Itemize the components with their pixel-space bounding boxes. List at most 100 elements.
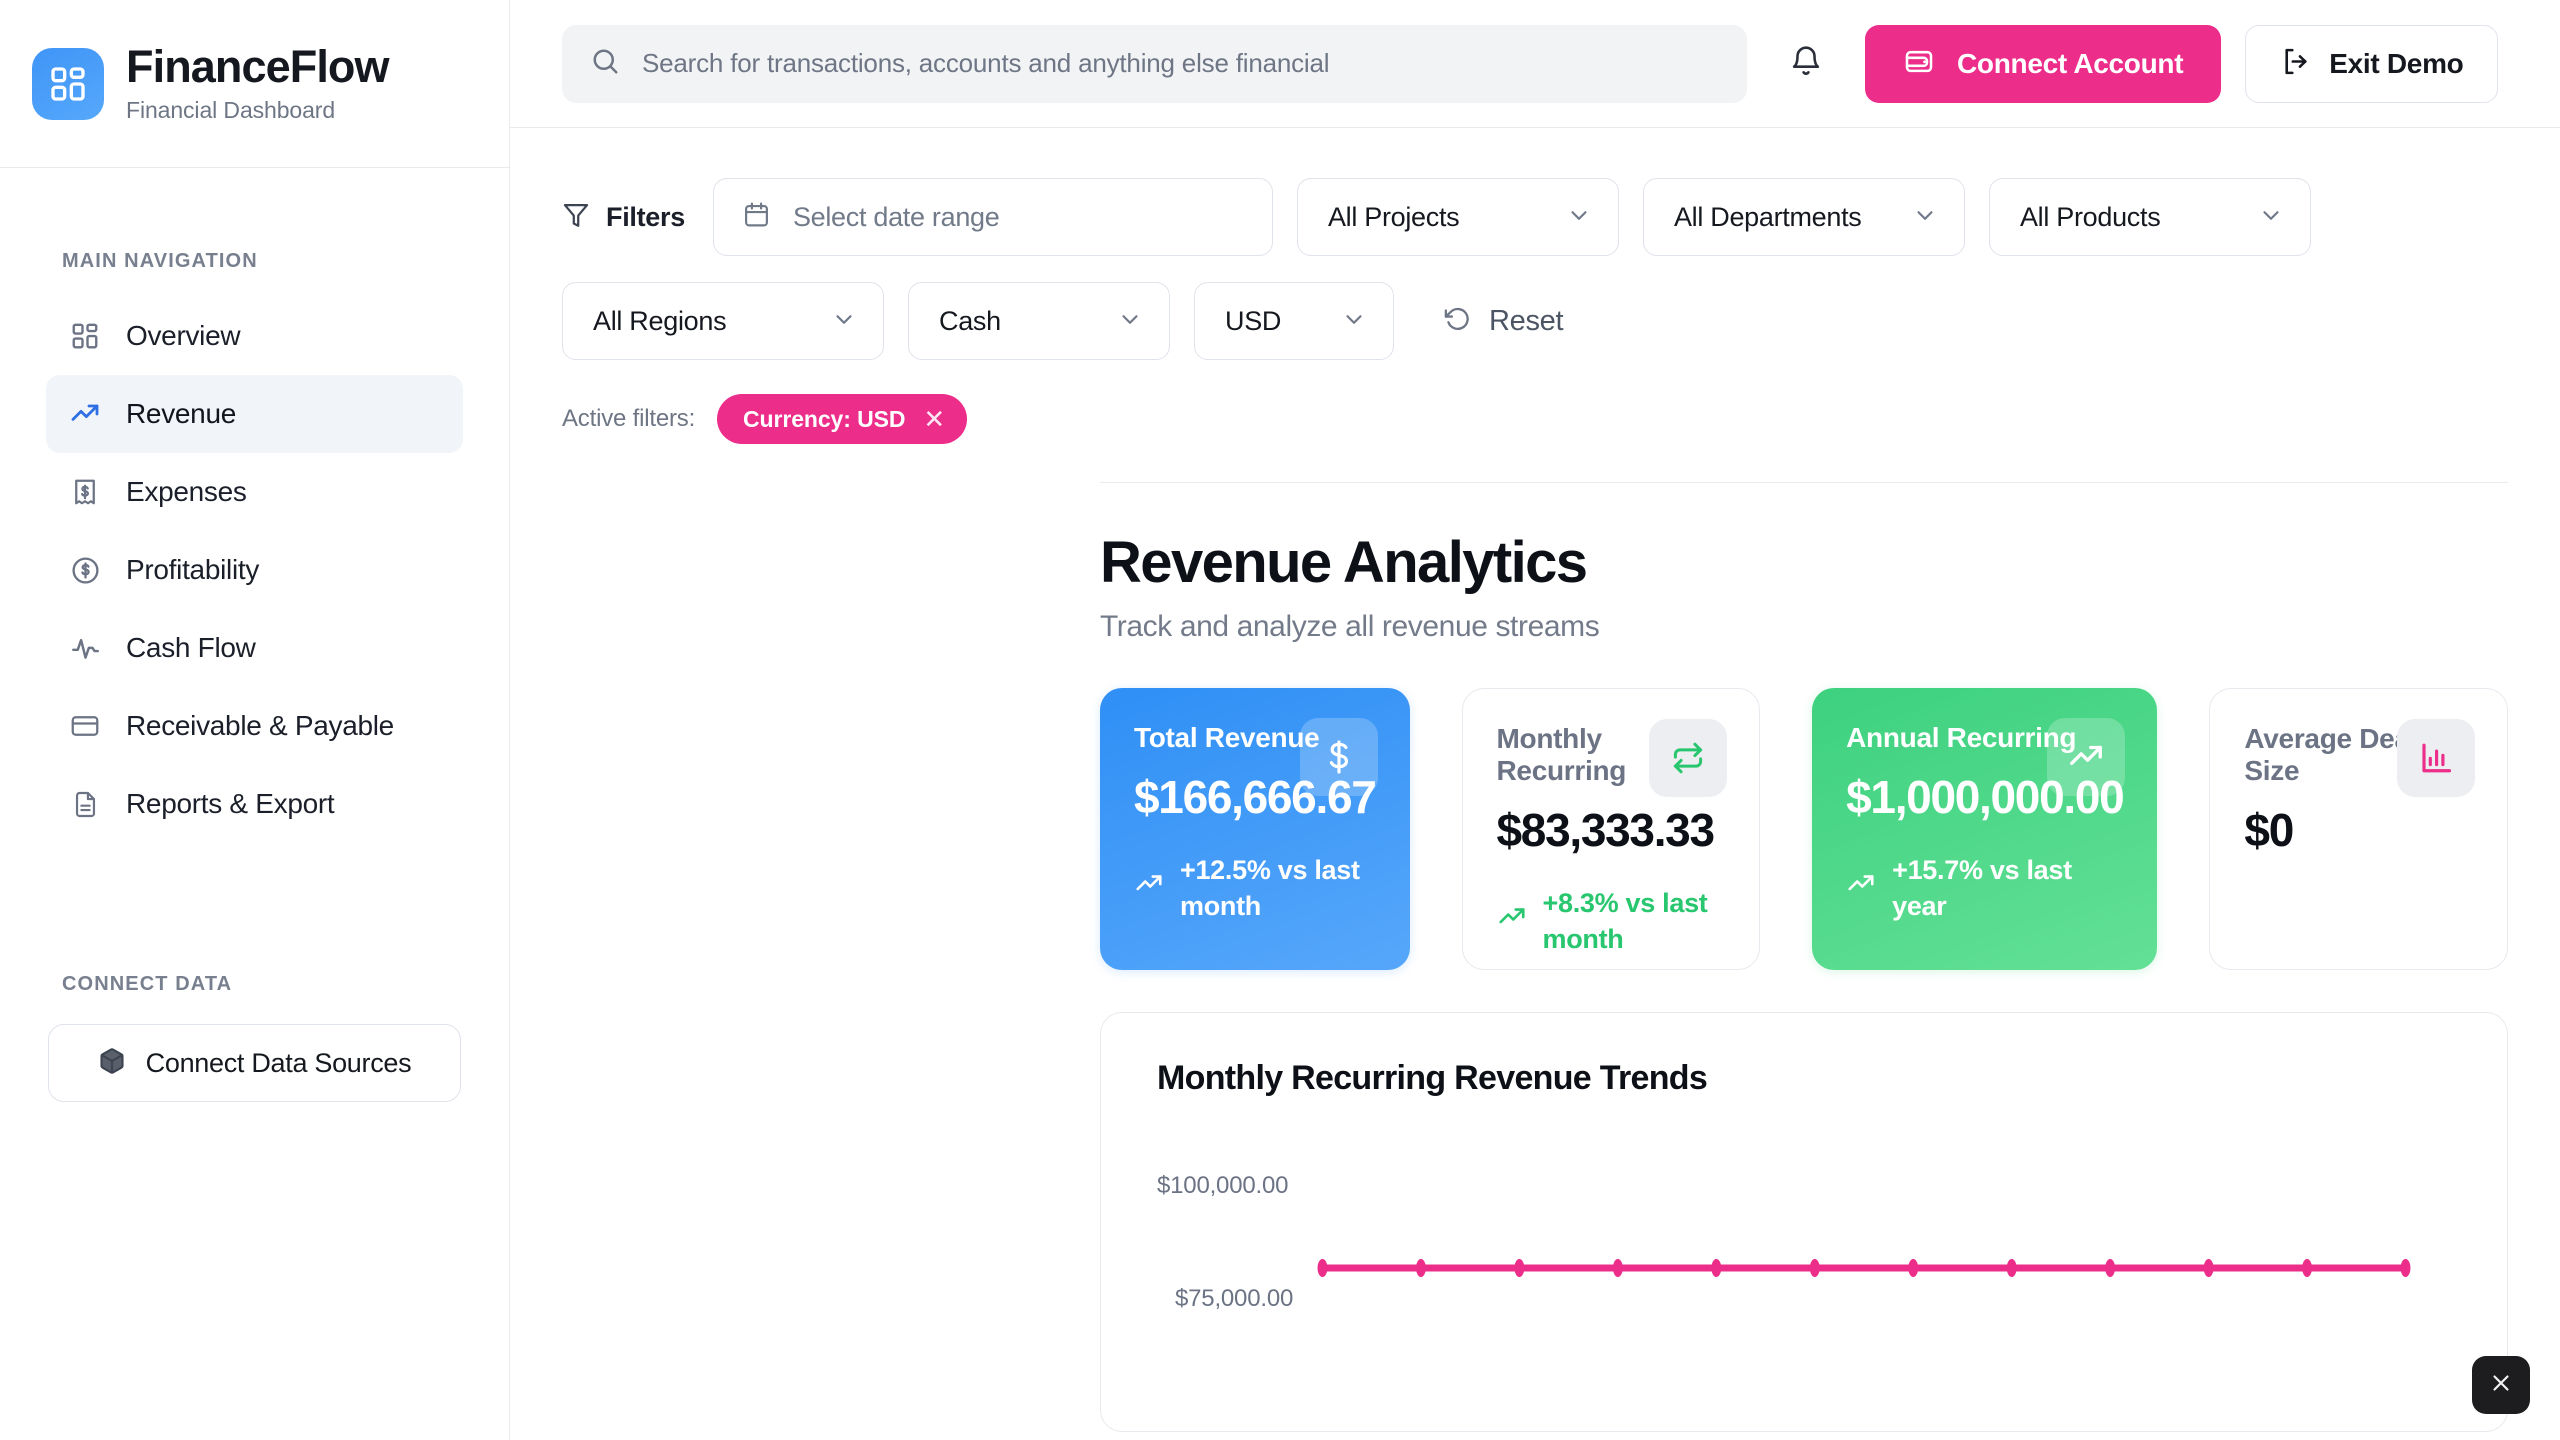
page-title: Revenue Analytics (1100, 530, 1588, 595)
connect-data-sources-label: Connect Data Sources (145, 1047, 412, 1078)
chevron-down-icon (1117, 306, 1143, 337)
sidebar-item-expenses[interactable]: Expenses (46, 453, 463, 531)
grid-icon (68, 319, 102, 353)
trending-up-icon (1846, 869, 1876, 908)
regions-select[interactable]: All Regions (562, 282, 884, 360)
chart-data-point[interactable] (2203, 1259, 2214, 1277)
notifications-button[interactable] (1769, 27, 1843, 101)
currency-select[interactable]: USD (1194, 282, 1394, 360)
search-input[interactable]: Search for transactions, accounts and an… (562, 24, 1747, 103)
kpi-card-monthly-recurring[interactable]: Monthly Recurring $83,333.33 +8.3% vs la… (1461, 688, 1761, 970)
kpi-card-annual-recurring[interactable]: Annual Recurring $1,000,000.00 +15.7% vs… (1812, 688, 2158, 970)
kpi-value: $166,666.67 (1134, 771, 1377, 823)
sidebar: FinanceFlow Financial Dashboard MAIN NAV… (0, 0, 510, 1440)
sidebar-item-cash-flow[interactable]: Cash Flow (46, 609, 463, 687)
kpi-card-average-deal-size[interactable]: Average Deal Size $0 (2209, 688, 2509, 970)
section-divider (1100, 482, 2508, 483)
close-overlay-button[interactable] (2472, 1356, 2530, 1414)
topbar: Search for transactions, accounts and an… (510, 0, 2560, 128)
y-axis-tick-label: $75,000.00 (1175, 1285, 1294, 1312)
reset-filters-button[interactable]: Reset (1430, 291, 1575, 351)
repeat-icon (1649, 719, 1728, 797)
basis-select-value: Cash (939, 305, 1001, 336)
filter-row-1: Filters Select date range All Projects (562, 178, 2508, 256)
filters-label: Filters (606, 201, 685, 232)
search-placeholder: Search for transactions, accounts and an… (642, 48, 1330, 78)
currency-select-value: USD (1225, 305, 1282, 336)
chart-card-mrr-trends: Monthly Recurring Revenue Trends $100,00… (1100, 1012, 2508, 1432)
chart-data-point[interactable] (2400, 1259, 2411, 1277)
kpi-card-row: Total Revenue $166,666.67 +12.5% vs last… (510, 644, 2560, 970)
wallet-icon (1903, 45, 1935, 82)
sidebar-item-reports-export[interactable]: Reports & Export (46, 765, 463, 843)
connect-account-button[interactable]: Connect Account (1865, 24, 2222, 103)
chart-data-point[interactable] (1416, 1259, 1426, 1277)
kpi-value: $1,000,000.00 (1846, 771, 2125, 823)
sidebar-item-overview[interactable]: Overview (46, 297, 463, 375)
kpi-delta: +8.3% vs last month (1497, 885, 1726, 958)
page-header: Revenue Analytics Track and analyze all … (510, 483, 2560, 644)
sidebar-item-label: Expenses (126, 476, 247, 507)
filters-toggle[interactable]: Filters (562, 201, 685, 234)
chart-data-point[interactable] (1514, 1259, 1525, 1277)
chart-data-point[interactable] (1711, 1259, 1722, 1277)
chevron-down-icon (831, 306, 857, 337)
chart-data-point[interactable] (2302, 1259, 2312, 1277)
regions-select-value: All Regions (593, 305, 727, 336)
sidebar-item-receivable-payable[interactable]: Receivable & Payable (46, 687, 463, 765)
sidebar-item-revenue[interactable]: Revenue (46, 375, 463, 453)
date-range-input[interactable]: Select date range (712, 178, 1273, 256)
bar-chart-icon (2397, 719, 2476, 797)
projects-select[interactable]: All Projects (1296, 178, 1619, 256)
products-select[interactable]: All Products (1988, 178, 2311, 256)
chart-data-point[interactable] (1908, 1259, 1919, 1277)
kpi-value: $83,333.33 (1496, 804, 1716, 856)
active-filters-label: Active filters: (562, 405, 696, 432)
departments-select-value: All Departments (1673, 201, 1862, 232)
connect-data-sources-button[interactable]: Connect Data Sources (48, 1024, 461, 1102)
logout-icon (2280, 46, 2311, 82)
receipt-dollar-icon (68, 475, 102, 509)
active-filter-chip-currency[interactable]: Currency: USD ✕ (717, 394, 968, 444)
kpi-title: Monthly Recurring (1496, 723, 1627, 786)
sidebar-item-profitability[interactable]: Profitability (46, 531, 463, 609)
brand-header: FinanceFlow Financial Dashboard (0, 0, 509, 168)
chart-data-point[interactable] (1317, 1259, 1328, 1277)
kpi-card-total-revenue[interactable]: Total Revenue $166,666.67 +12.5% vs last… (1100, 688, 1410, 970)
chart-data-point[interactable] (2105, 1259, 2116, 1277)
rotate-ccw-icon (1442, 304, 1471, 338)
trending-up-icon (1497, 902, 1527, 941)
close-icon (2488, 1370, 2514, 1401)
y-axis-tick-label: $100,000.00 (1157, 1172, 1289, 1199)
exit-demo-button[interactable]: Exit Demo (2245, 24, 2499, 103)
kpi-value: $0 (2244, 804, 2294, 856)
kpi-delta-text: +8.3% vs last month (1542, 888, 1708, 955)
trending-up-icon (68, 397, 102, 431)
funnel-icon (562, 201, 590, 234)
basis-select[interactable]: Cash (908, 282, 1170, 360)
departments-select[interactable]: All Departments (1642, 178, 1965, 256)
sidebar-item-label: Revenue (126, 398, 236, 429)
kpi-delta-text: +15.7% vs last year (1892, 855, 2072, 922)
content-scroll: Filters Select date range All Projects (510, 128, 2560, 1440)
chevron-down-icon (1566, 202, 1592, 233)
sidebar-item-label: Receivable & Payable (126, 710, 394, 741)
active-filters: Active filters: Currency: USD ✕ (562, 394, 2508, 444)
sidebar-item-label: Cash Flow (126, 632, 256, 663)
filter-bar: Filters Select date range All Projects (510, 128, 2560, 444)
close-icon[interactable]: ✕ (923, 404, 946, 434)
page-subtitle: Track and analyze all revenue streams (1100, 610, 1600, 643)
sidebar-item-label: Profitability (126, 554, 260, 585)
brand-subtitle: Financial Dashboard (126, 96, 336, 123)
exit-demo-label: Exit Demo (2329, 47, 2464, 79)
chart-data-point[interactable] (1612, 1259, 1623, 1277)
chart-data-point[interactable] (1809, 1259, 1820, 1277)
cube-icon (98, 1047, 126, 1080)
main-area: Search for transactions, accounts and an… (510, 0, 2560, 1440)
kpi-title: Average Deal Size (2244, 723, 2418, 786)
chevron-down-icon (1341, 306, 1367, 337)
main-navigation: Overview Revenue Expenses (0, 297, 509, 843)
chart-data-point[interactable] (2006, 1259, 2017, 1277)
reset-label: Reset (1489, 304, 1564, 337)
